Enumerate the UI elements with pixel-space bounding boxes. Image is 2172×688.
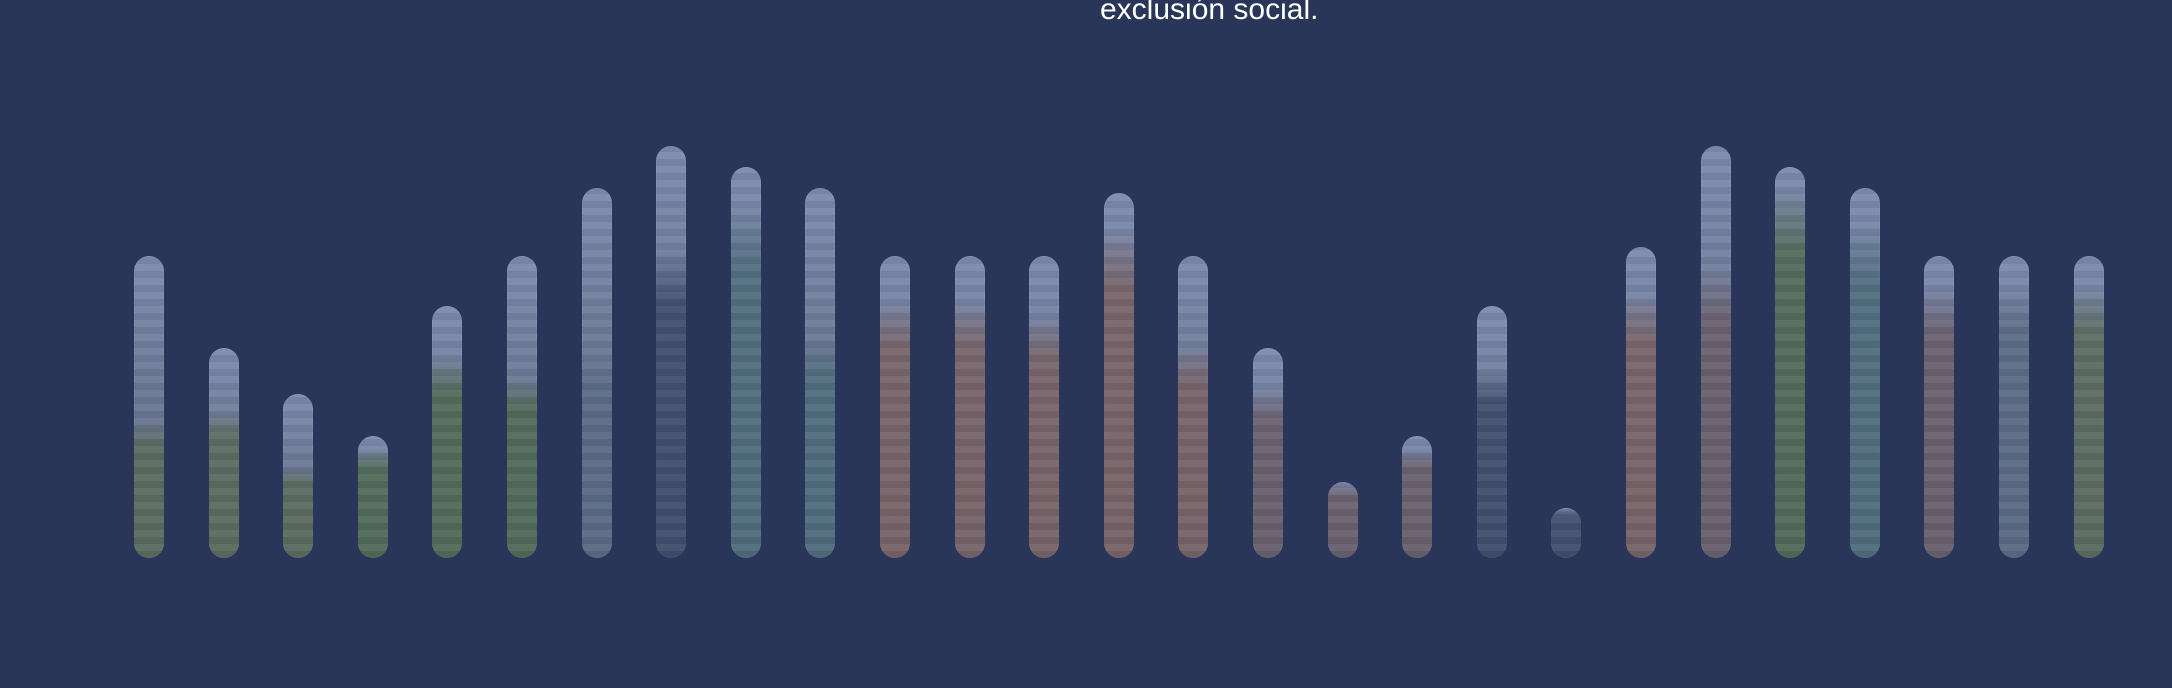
bar-texture	[1999, 256, 2029, 558]
photo-fill	[1029, 316, 1059, 558]
bar-texture	[1775, 167, 1805, 558]
bar-texture	[880, 256, 910, 558]
photo-fill	[1328, 482, 1358, 558]
photo-bar	[1104, 193, 1134, 558]
photo-fill	[134, 422, 164, 558]
photo-fill	[1477, 369, 1507, 558]
photo-fill	[1551, 508, 1581, 558]
photo-fill	[1104, 229, 1134, 558]
photo-fill	[283, 468, 313, 558]
bar-texture	[507, 256, 537, 558]
photo-bar	[1253, 348, 1283, 558]
bar-texture	[955, 256, 985, 558]
photo-bar	[507, 256, 537, 558]
bar-texture	[656, 146, 686, 558]
photo-fill	[1402, 448, 1432, 558]
caption-text: exclusión social.	[1100, 0, 1319, 26]
photo-bar	[358, 436, 388, 558]
photo-fill	[1775, 187, 1805, 558]
bar-texture	[134, 256, 164, 558]
photo-fill	[1924, 286, 1954, 558]
photo-fill	[656, 249, 686, 558]
photo-bar	[134, 256, 164, 558]
bar-texture	[1029, 256, 1059, 558]
bar-texture	[1178, 256, 1208, 558]
bar-texture	[1104, 193, 1134, 558]
bar-texture	[731, 167, 761, 558]
bar-texture	[1701, 146, 1731, 558]
photo-fill	[1850, 225, 1880, 558]
photo-bar	[656, 146, 686, 558]
photo-fill	[955, 301, 985, 558]
photo-fill	[507, 377, 537, 558]
photo-bar	[805, 188, 835, 558]
photo-fill	[432, 356, 462, 558]
photo-bar	[1029, 256, 1059, 558]
photo-bar	[1701, 146, 1731, 558]
bar-texture	[2074, 256, 2104, 558]
photo-bar	[880, 256, 910, 558]
bar-texture	[1328, 482, 1358, 558]
photo-fill	[731, 206, 761, 558]
photo-fill	[1626, 294, 1656, 558]
photo-bar	[1551, 508, 1581, 558]
photo-bar	[283, 394, 313, 558]
photo-bar	[1402, 436, 1432, 558]
bar-texture	[1402, 436, 1432, 558]
bar-texture	[209, 348, 239, 558]
photo-bar	[1626, 247, 1656, 558]
photo-fill	[1178, 347, 1208, 558]
bar-texture	[1551, 508, 1581, 558]
photo-fill	[805, 336, 835, 558]
photo-bar	[955, 256, 985, 558]
photo-fill	[358, 448, 388, 558]
bar-texture	[1626, 247, 1656, 558]
photo-bar	[1850, 188, 1880, 558]
photo-fill	[1999, 286, 2029, 558]
photo-bar	[1775, 167, 1805, 558]
photo-bar	[432, 306, 462, 558]
photo-bar	[1328, 482, 1358, 558]
photo-fill	[2074, 286, 2104, 558]
bar-texture	[805, 188, 835, 558]
bar-texture	[582, 188, 612, 558]
bar-texture	[1477, 306, 1507, 558]
photo-bar	[582, 188, 612, 558]
photo-fill	[1253, 390, 1283, 558]
photo-bar	[1178, 256, 1208, 558]
photo-bar	[1924, 256, 1954, 558]
bar-texture	[432, 306, 462, 558]
bar-texture	[358, 436, 388, 558]
photo-bar	[1477, 306, 1507, 558]
bar-texture	[1850, 188, 1880, 558]
photo-bar	[731, 167, 761, 558]
photo-bar	[1999, 256, 2029, 558]
photo-fill	[582, 354, 612, 558]
photo-fill	[209, 411, 239, 558]
bar-texture	[1924, 256, 1954, 558]
photo-bar	[2074, 256, 2104, 558]
photo-fill	[880, 301, 910, 558]
bar-texture	[1253, 348, 1283, 558]
bar-texture	[283, 394, 313, 558]
photo-bar	[209, 348, 239, 558]
photo-fill	[1701, 270, 1731, 558]
